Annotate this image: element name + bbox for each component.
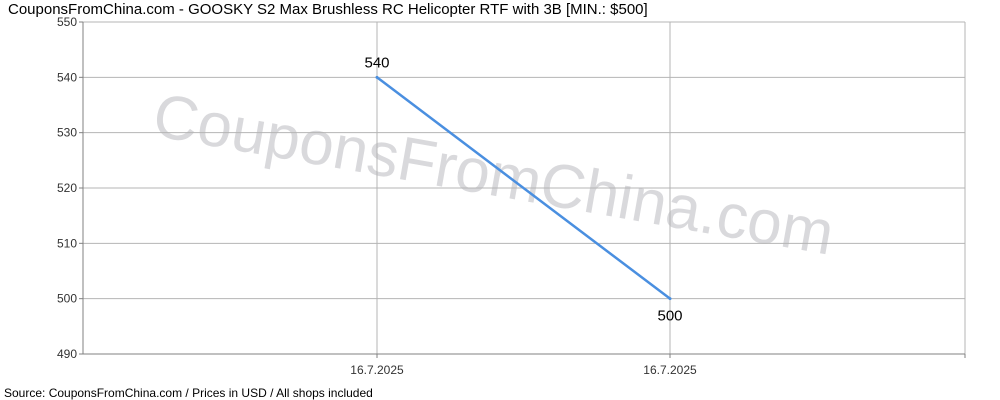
data-label: 540 [364,54,389,71]
price-series-line [375,76,672,300]
data-label: 500 [657,308,682,325]
x-tick-label: 16.7.2025 [350,363,404,377]
source-note: Source: CouponsFromChina.com / Prices in… [4,386,373,400]
data-point [668,297,672,301]
y-tick-label: 540 [57,70,77,84]
watermark-text: CouponsFromChina.com [148,81,839,269]
y-tick-label: 490 [57,347,77,361]
x-tick-label: 16.7.2025 [643,363,697,377]
chart-title: CouponsFromChina.com - GOOSKY S2 Max Bru… [8,1,648,18]
y-tick-label: 500 [57,292,77,306]
y-tick-label: 550 [57,15,77,29]
y-tick-label: 510 [57,236,77,250]
y-tick-label: 520 [57,181,77,195]
y-tick-label: 530 [57,126,77,140]
data-point [375,75,379,79]
